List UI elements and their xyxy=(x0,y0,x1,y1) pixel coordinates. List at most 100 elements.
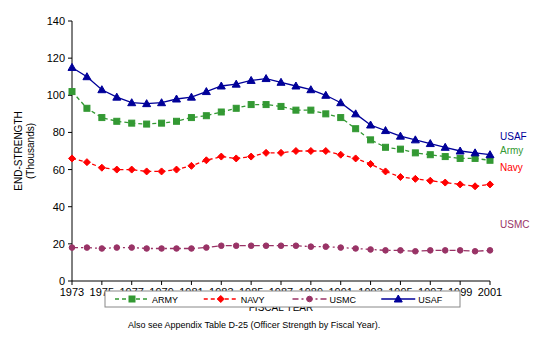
series-marker xyxy=(442,248,448,254)
series-marker xyxy=(144,121,150,127)
series-marker xyxy=(353,246,359,252)
series-marker xyxy=(173,95,181,102)
y-tick xyxy=(68,58,72,59)
series-marker xyxy=(352,155,359,162)
series-marker xyxy=(143,168,150,175)
series-marker xyxy=(486,151,494,158)
series-marker xyxy=(218,153,225,160)
series-marker xyxy=(322,91,330,98)
series-marker xyxy=(396,132,404,139)
series-marker xyxy=(217,82,225,89)
series-marker xyxy=(99,246,105,252)
series-marker xyxy=(69,155,76,162)
series-marker xyxy=(158,168,165,175)
series-marker xyxy=(367,121,375,128)
end-label: USAF xyxy=(500,131,527,142)
series-marker xyxy=(189,246,195,252)
series-marker xyxy=(323,111,329,117)
x-tick-label: 1973 xyxy=(60,286,84,298)
y-tick-label: 100 xyxy=(47,89,65,101)
series-marker xyxy=(457,155,463,161)
y-tick-label: 20 xyxy=(53,238,65,250)
series-marker xyxy=(114,118,120,124)
series-marker xyxy=(98,86,106,93)
chart: 0204060801001201401973197519771979198119… xyxy=(0,0,560,343)
x-tick xyxy=(161,281,162,285)
series-marker xyxy=(203,157,210,164)
x-tick xyxy=(221,281,222,285)
series-marker xyxy=(293,243,299,249)
series-marker xyxy=(187,93,195,100)
series-marker xyxy=(159,246,165,252)
series-marker xyxy=(292,148,299,155)
series-marker xyxy=(247,76,255,83)
end-label: Navy xyxy=(500,162,523,173)
series-marker xyxy=(293,107,299,113)
series-marker xyxy=(277,78,285,85)
y-tick xyxy=(68,132,72,133)
series-marker xyxy=(98,164,105,171)
y-tick-label: 140 xyxy=(47,15,65,27)
series-marker xyxy=(128,166,135,173)
series-marker xyxy=(307,86,315,93)
series-marker xyxy=(411,136,419,143)
series-marker xyxy=(113,93,121,100)
series-marker xyxy=(129,245,135,251)
series-marker xyxy=(232,80,240,87)
series-marker xyxy=(426,140,434,147)
series-marker xyxy=(218,243,224,249)
series-marker xyxy=(471,149,479,156)
series-marker xyxy=(174,246,180,252)
series-marker xyxy=(382,168,389,175)
series-marker xyxy=(427,152,433,158)
series-marker xyxy=(308,244,314,250)
series-marker xyxy=(204,245,210,251)
series-marker xyxy=(248,102,254,108)
series-marker xyxy=(69,245,75,251)
series-marker xyxy=(233,105,239,111)
y-tick-label: 40 xyxy=(53,201,65,213)
series-marker xyxy=(113,166,120,173)
series-marker xyxy=(292,82,300,89)
series-marker xyxy=(368,247,374,253)
series-marker xyxy=(397,146,403,152)
end-label: Army xyxy=(500,145,523,156)
series-marker xyxy=(352,110,360,117)
y-tick xyxy=(68,169,72,170)
series-marker xyxy=(263,102,269,108)
series-marker xyxy=(173,166,180,173)
legend-marker xyxy=(129,296,135,302)
y-tick-label: 120 xyxy=(47,52,65,64)
x-tick xyxy=(400,281,401,285)
series-marker xyxy=(159,120,165,126)
x-tick xyxy=(430,281,431,285)
y-tick xyxy=(68,206,72,207)
series-marker xyxy=(382,127,390,134)
series-marker xyxy=(129,120,135,126)
series-marker xyxy=(367,161,374,168)
series-marker xyxy=(442,154,448,160)
series-marker xyxy=(457,248,463,254)
series-marker xyxy=(248,243,254,249)
legend-label: ARMY xyxy=(152,295,178,305)
series-marker xyxy=(218,109,224,115)
series-marker xyxy=(248,153,255,160)
y-tick-label: 60 xyxy=(53,164,65,176)
series-marker xyxy=(337,99,345,106)
legend-label: USMC xyxy=(330,295,357,305)
series-marker xyxy=(262,75,270,82)
y-axis-label-line: END-STRENGTH xyxy=(13,111,24,190)
x-tick xyxy=(310,281,311,285)
series-marker xyxy=(278,149,285,156)
x-tick xyxy=(490,281,491,285)
series-marker xyxy=(99,115,105,121)
x-tick xyxy=(191,281,192,285)
series-marker xyxy=(188,162,195,169)
series-marker xyxy=(278,103,284,109)
y-tick xyxy=(68,243,72,244)
series-marker xyxy=(456,147,464,154)
series-marker xyxy=(472,248,478,254)
x-tick xyxy=(281,281,282,285)
series-marker xyxy=(68,63,76,70)
y-axis xyxy=(72,21,73,281)
